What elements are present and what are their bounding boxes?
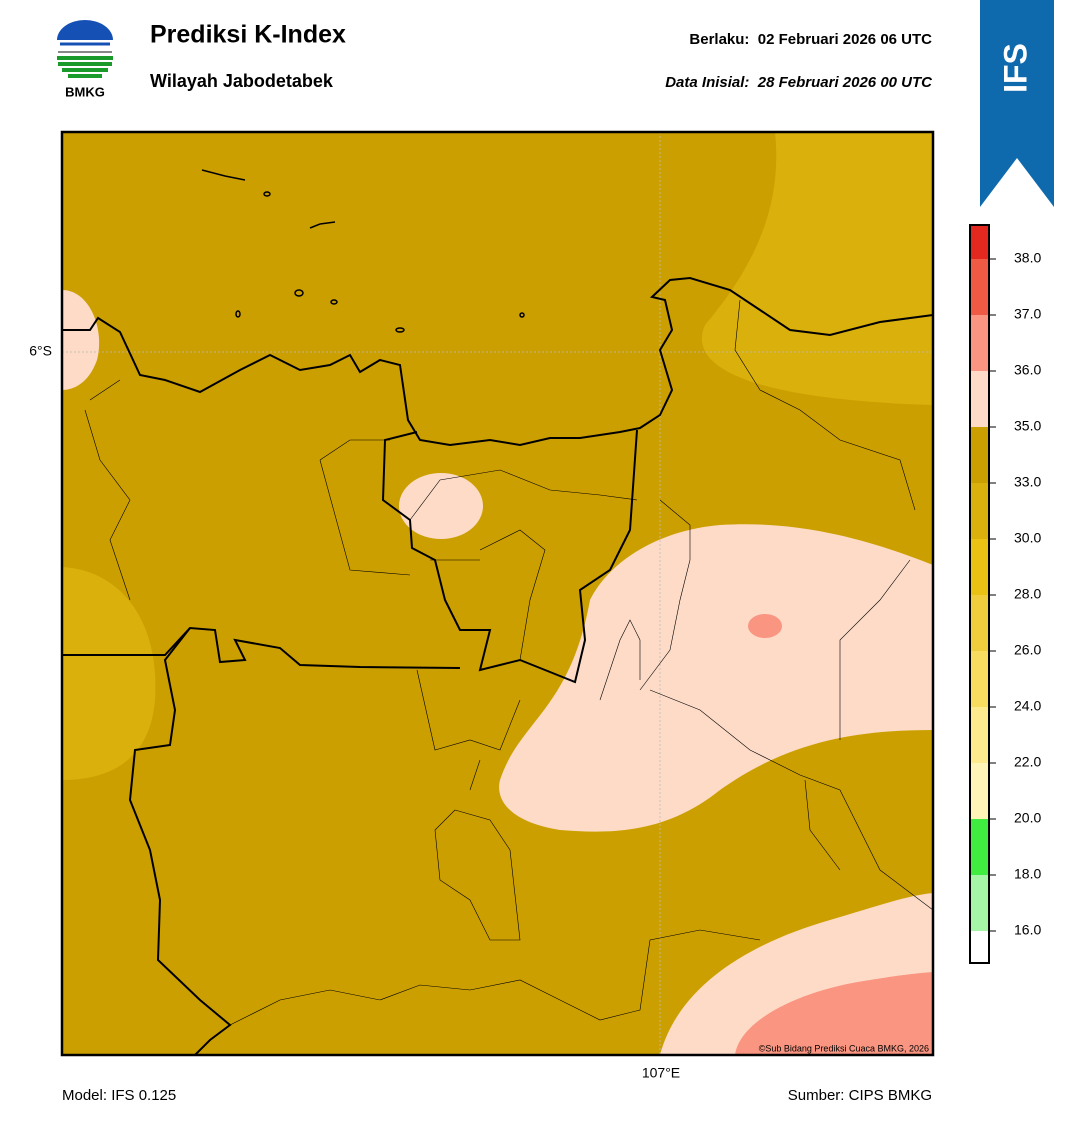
colorbar-tick-label: 22.0 — [1014, 754, 1041, 770]
title: Prediksi K-Index — [150, 21, 346, 49]
colorbar-tick-label: 36.0 — [1014, 362, 1041, 378]
model-badge: IFS — [980, 0, 1054, 207]
colorbar-segment — [970, 819, 989, 875]
colorbar-segment — [970, 483, 989, 539]
colorbar-tick-label: 30.0 — [1014, 530, 1041, 546]
map-frame — [60, 130, 935, 1057]
colorbar-segment — [970, 539, 989, 595]
model-note: Model: IFS 0.125 — [62, 1087, 176, 1104]
colorbar-tick-label: 20.0 — [1014, 810, 1041, 826]
colorbar-segment — [970, 651, 989, 707]
colorbar-tick-label: 24.0 — [1014, 698, 1041, 714]
colorbar-segment — [970, 595, 989, 651]
colorbar-segment — [970, 371, 989, 427]
colorbar-tick-label: 37.0 — [1014, 306, 1041, 322]
colorbar-segment — [970, 763, 989, 819]
init-time: Data Inisial: 28 Februari 2026 00 UTC — [665, 74, 933, 91]
colorbar-tick-label: 16.0 — [1014, 922, 1041, 938]
colorbar-tick-label: 38.0 — [1014, 250, 1041, 266]
colorbar-segment — [970, 875, 989, 931]
colorbar-frame — [969, 224, 990, 964]
badge-text: IFS — [997, 43, 1033, 93]
colorbar-tick-label: 35.0 — [1014, 418, 1041, 434]
colorbar: 16.0 18.0 20.0 22.0 24.0 26.0 28.0 30.0 33.0 35.0… — [969, 224, 1041, 964]
colorbar-segment — [970, 707, 989, 763]
logo: BMKG — [57, 20, 113, 99]
colorbar-tick-label: 18.0 — [1014, 866, 1041, 882]
credit: ©Sub Bidang Prediksi Cuaca BMKG, 2026 — [759, 1043, 929, 1053]
valid-time: Berlaku: 02 Februari 2026 06 UTC — [689, 31, 932, 48]
colorbar-segment — [970, 931, 989, 963]
colorbar-segment — [970, 259, 989, 315]
colorbar-tick-label: 26.0 — [1014, 642, 1041, 658]
source-note: Sumber: CIPS BMKG — [788, 1087, 932, 1104]
colorbar-segment — [970, 427, 989, 483]
colorbar-tick-label: 33.0 — [1014, 474, 1041, 490]
colorbar-segment — [970, 315, 989, 371]
colorbar-tick-label: 28.0 — [1014, 586, 1041, 602]
logo-text: BMKG — [65, 84, 105, 99]
subtitle: Wilayah Jabodetabek — [150, 71, 334, 91]
lat-label: 6°S — [29, 343, 52, 359]
map: ©Sub Bidang Prediksi Cuaca BMKG, 2026 — [62, 132, 933, 1055]
colorbar-segment — [970, 225, 989, 259]
lon-label: 107°E — [642, 1065, 680, 1081]
